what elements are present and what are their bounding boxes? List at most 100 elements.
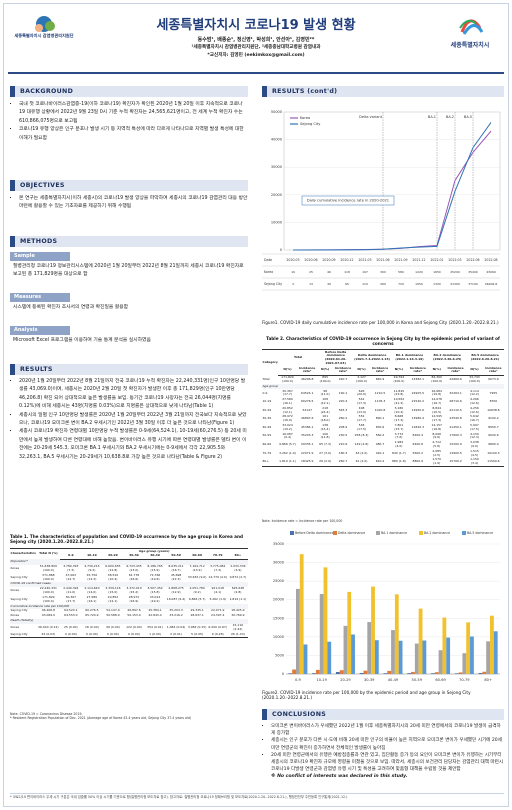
table-cell: 220.4 [338, 399, 348, 404]
x-tick-label: 40-49 [388, 678, 399, 682]
column-subheader: Incidence rate* [445, 366, 467, 376]
table-cell: 3,780,393 (7.3) [63, 564, 79, 572]
table-cell: 4,256 (12.6) [469, 405, 479, 414]
table-cell: 45,756 (12.3) [86, 572, 98, 581]
table-cell: 9073.9 [488, 377, 499, 382]
table-cell: 50,153.0 [127, 613, 141, 618]
y-tick-label: 10000 [271, 220, 282, 224]
bullet-item: 세종시 코로나19 확진자 연령대별 10만명당 누적 발생률은 0-9세(64… [19, 428, 248, 462]
column-subheader: N(%) [390, 366, 408, 376]
header-rule [8, 72, 504, 74]
row-label: 50-59 [262, 433, 272, 438]
callout: Daily cumulative incidence rate in 2020-… [307, 199, 389, 203]
bar [407, 673, 412, 674]
table-cell: 22071.9 [301, 450, 314, 455]
section-title: RESULTS (cont'd) [262, 86, 504, 97]
x-tick-label: 2022.08 [484, 258, 497, 262]
table-cell: 110 [362, 282, 368, 286]
table-cell: 10,562 (21.2) [393, 397, 405, 405]
table-cell: 19 [291, 270, 295, 274]
table-cell: 240.7 [338, 377, 348, 382]
table-cell: 8,096 (9.6) [432, 431, 441, 440]
subsection-title: Analysis [10, 326, 70, 335]
y-tick-label: 40000 [271, 138, 282, 142]
table-cell: 9,872 (2.7) [229, 574, 247, 579]
subsection-title: Measures [10, 293, 70, 302]
bar [493, 631, 498, 674]
legend-label: Before Delta dominance [295, 531, 334, 535]
table-cell: 3,772 (7.6) [394, 431, 404, 440]
bar [371, 586, 375, 674]
bar [490, 615, 494, 674]
table-cell: 8,844 (10.5) [432, 405, 442, 414]
table-cell: 3,372,010 (15.2) [126, 586, 142, 595]
table-cell: 30,367 (17.7) [65, 594, 77, 603]
y-tick-label: 30000 [271, 165, 282, 169]
table-cell: 5 (0.05) [186, 632, 208, 639]
table-row: COVID-19 confirmed cases [10, 582, 248, 587]
table-cell: 7955 [489, 390, 498, 395]
x-tick-label: 2021.12 [412, 258, 425, 262]
x-tick-label: 2020.03 [286, 258, 299, 262]
corresponding: *교신저자: 김영민 (eekimkox@gmail.com) [207, 53, 305, 58]
table-cell: 180.3 [338, 450, 348, 455]
table-cell: 16,087 (9.4) [282, 431, 293, 440]
annotation-label: Delta variant [359, 115, 382, 119]
table-cell: 5,907 (17.5) [469, 423, 479, 431]
org-left: 세종특별자치시 감염병관리지원단 [14, 33, 74, 38]
column-header: 70-79 [207, 553, 228, 560]
group-label: Death (fatality) [10, 618, 248, 624]
table-cell: 26 (1.43) [227, 632, 248, 639]
table-cell: 50,588.0 [106, 613, 120, 618]
table-cell: 3,262 (1.9) [279, 450, 296, 455]
row-label: Total [262, 376, 270, 381]
table-cell: 49,764 (100.0) [393, 375, 405, 383]
table-cell: 106 (11.8) [320, 431, 330, 440]
table-cell: 14,078 (16.7) [431, 397, 442, 405]
table-cell: 43,069.0 [41, 613, 56, 618]
x-tick-label: 20-29 [340, 678, 351, 682]
table-cell: 43 (0.03) [36, 632, 61, 639]
subsection-title: Sample [10, 252, 70, 261]
table-cell: 4,712 (5.6) [432, 440, 441, 448]
table-cell: 560.2 [375, 433, 385, 438]
table-row: 40-49 33,024 (19.2) 45384.1 138 (15.4) 208.9… [262, 423, 504, 432]
table-cell: 61 (2.0) [353, 457, 370, 468]
period-name: Delta dominance [357, 353, 387, 358]
bar [319, 593, 324, 674]
table-cell: 4,266 (12.6) [469, 397, 479, 405]
x-tick-label: 30-39 [364, 678, 375, 682]
table-cell: 8,186,765 (15.9) [147, 564, 163, 572]
table-row: Population* [10, 559, 248, 565]
table-cell: 208.9 [338, 424, 348, 429]
table-cell: 1020.8 [374, 407, 386, 412]
table-cell: 260 [380, 282, 386, 286]
legend-swatch [376, 531, 380, 535]
period-dates: (2020.01.20-2021.07.03) [324, 357, 347, 365]
table-cell: 218 (24.4) [320, 405, 330, 414]
table-cell: 8700 [489, 399, 498, 404]
bar [482, 671, 487, 674]
y-tick-label: 20000 [271, 193, 282, 197]
table-cell: 33,743 (100.0) [469, 375, 480, 383]
group-label: Population* [10, 559, 248, 565]
bullet-item: 세종시의 일별 인구 10만명당 발생률은 2020년 1월 20일부터 202… [19, 412, 248, 429]
logo-right [459, 19, 484, 35]
table-row: Characteristics Total N (%) Age group (yea… [10, 547, 248, 560]
legend-label: BA.1 dominance [381, 531, 407, 535]
table-cell: 9800.4 [488, 442, 499, 447]
bar [335, 671, 340, 674]
table-cell: 3,507,452 (15.8) [147, 586, 163, 595]
column-header: Total [278, 349, 318, 366]
column-header: Before Delta dominance (2020.01.20-2021.0… [317, 349, 354, 366]
table-cell: 260.7 [332, 457, 354, 468]
table-cell: 7,801 (15.7) [394, 423, 404, 431]
table-cell: 138 (15.4) [320, 423, 330, 431]
table-cell: 33,024 (19.2) [149, 594, 161, 603]
section-title: METHODS [10, 236, 248, 247]
bullet-list: 국내 첫 코로나바이러스감염증-19(이하 코로나19) 확진자가 확인된 20… [10, 101, 248, 143]
table-row: Sejong City 43 (0.03) 0 (0.00) 0 (0.00) 0 (0… [10, 632, 248, 639]
legend-swatch [419, 531, 423, 535]
bar [414, 643, 419, 674]
table-cell: 542 (17.3) [357, 397, 367, 405]
